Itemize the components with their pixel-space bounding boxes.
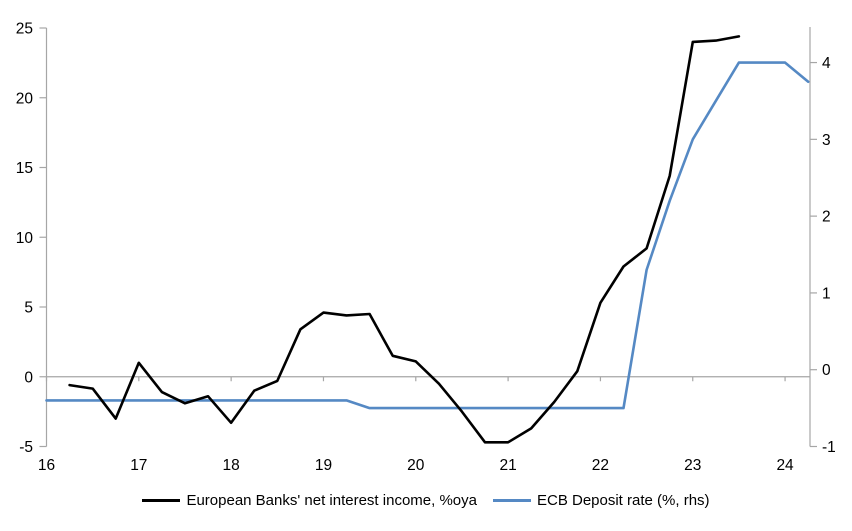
chart-legend: European Banks' net interest income, %oy… [0,492,852,509]
x-axis-tick-label: 20 [407,457,425,474]
x-axis-tick-label: 16 [38,457,55,474]
right-axis-tick-label: -1 [822,439,836,456]
right-axis-tick-label: 0 [822,362,831,379]
legend-label-nii: European Banks' net interest income, %oy… [186,492,477,509]
left-axis-tick-label: 25 [16,21,33,38]
left-axis-tick-label: 15 [16,160,33,177]
ecb-line-swatch [492,499,531,502]
right-axis-tick-label: 2 [822,209,831,226]
right-axis-tick-label: 1 [822,285,831,302]
x-axis-tick-label: 21 [499,457,516,474]
x-axis-tick-label: 17 [130,457,147,474]
legend-item-nii: European Banks' net interest income, %oy… [142,492,477,509]
nii-series-line [68,35,741,444]
left-axis-tick-label: 0 [24,369,33,386]
legend-item-ecb: ECB Deposit rate (%, rhs) [492,492,710,509]
legend-label-ecb: ECB Deposit rate (%, rhs) [536,492,710,509]
left-axis-tick-label: 20 [16,90,34,107]
left-axis-tick-label: -5 [19,439,33,456]
x-axis-tick-label: 23 [684,457,701,474]
x-axis-tick-label: 24 [776,457,794,474]
ecb-series-line [45,61,810,410]
x-axis-tick-label: 18 [223,457,240,474]
nii-line-swatch [142,499,181,502]
x-axis-tick-label: 22 [592,457,609,474]
left-axis-tick-label: 10 [16,230,34,247]
x-axis-tick-label: 19 [315,457,332,474]
right-axis-tick-label: 4 [822,55,831,72]
left-axis-tick-label: 5 [24,300,33,317]
right-axis-tick-label: 3 [822,132,831,149]
